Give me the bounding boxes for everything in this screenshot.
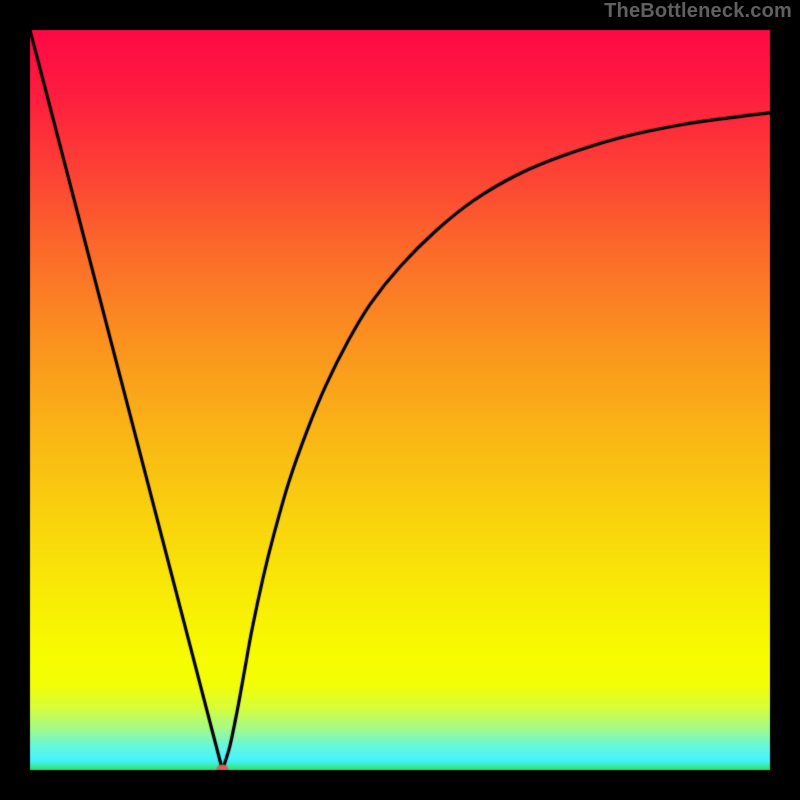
bottleneck-chart-canvas bbox=[0, 0, 800, 800]
chart-container: TheBottleneck.com bbox=[0, 0, 800, 800]
watermark-text: TheBottleneck.com bbox=[604, 0, 792, 23]
